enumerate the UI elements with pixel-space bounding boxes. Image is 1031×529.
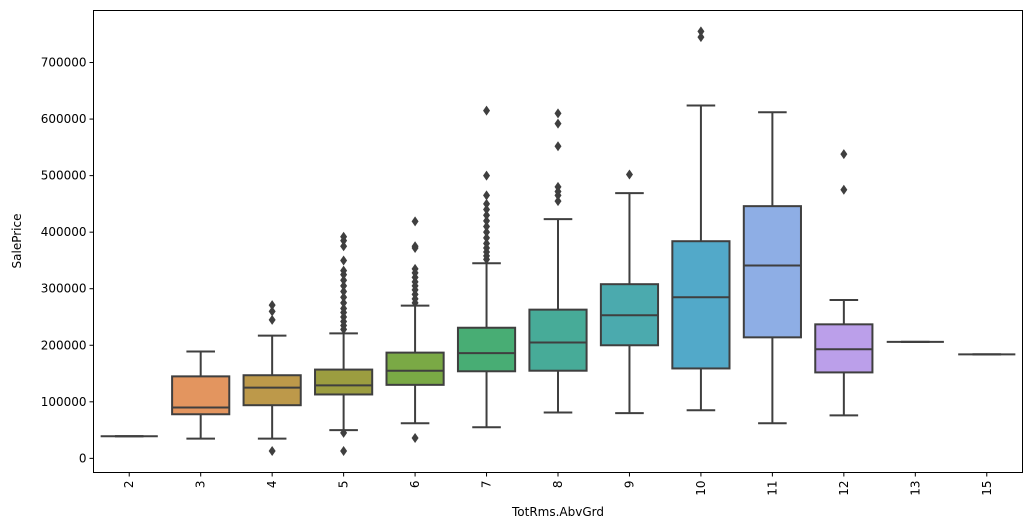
x-tick-label: 9 (622, 481, 636, 489)
outlier-point (340, 427, 348, 438)
outlier-point (340, 231, 348, 242)
box-group-11 (742, 111, 802, 425)
y-tick-label: 400000 (41, 225, 87, 239)
x-tick-label: 5 (337, 481, 351, 489)
box (385, 351, 445, 386)
x-tick-label: 3 (194, 481, 208, 489)
y-tick-label: 100000 (41, 395, 87, 409)
outlier-point (340, 265, 348, 276)
plot-marks (100, 26, 1016, 457)
outlier-point (840, 149, 848, 160)
outlier-point (483, 204, 491, 215)
outlier-point (625, 169, 633, 180)
outlier-point (340, 280, 348, 291)
y-tick-label: 500000 (41, 169, 87, 183)
outlier-point (411, 216, 419, 227)
box-group-7 (456, 105, 517, 429)
box (528, 308, 588, 372)
x-tick-label: 2 (122, 481, 136, 489)
outlier-point (268, 446, 276, 457)
y-tick-label: 700000 (41, 56, 87, 70)
box (671, 240, 731, 370)
box-group-3 (171, 350, 231, 440)
outlier-point (411, 433, 419, 444)
box (171, 375, 231, 416)
outlier-point (483, 232, 491, 243)
outlier-point (411, 263, 419, 274)
box-group-9 (599, 169, 660, 415)
outlier-point (554, 141, 562, 152)
y-tick-label: 600000 (41, 112, 87, 126)
outlier-point (554, 181, 562, 192)
outlier-point (483, 105, 491, 116)
outlier-point (483, 215, 491, 226)
box-group-4 (242, 300, 302, 457)
outlier-point (411, 241, 419, 252)
outlier-point (340, 275, 348, 286)
x-tick-label: 6 (408, 481, 422, 489)
outlier-point (554, 118, 562, 129)
outlier-point (268, 300, 276, 311)
box (242, 374, 302, 407)
outlier-point (340, 286, 348, 297)
outlier-point (340, 303, 348, 314)
outlier-point (483, 227, 491, 238)
outlier-point (483, 238, 491, 249)
outlier-point (483, 210, 491, 221)
outlier-point (340, 255, 348, 266)
outlier-point (268, 314, 276, 325)
outlier-point (483, 190, 491, 201)
x-tick-label: 4 (265, 481, 279, 489)
outlier-point (340, 297, 348, 308)
outlier-point (340, 292, 348, 303)
y-tick-label: 200000 (41, 338, 87, 352)
y-tick-label: 0 (79, 451, 87, 465)
y-tick-label: 300000 (41, 282, 87, 296)
box (456, 326, 517, 373)
x-axis: 2 3 4 5 6 7 8 9 10 11 12 13 15 (122, 472, 994, 496)
outlier-point (554, 108, 562, 119)
outlier-point (483, 221, 491, 232)
outlier-point (483, 198, 491, 209)
box-group-12 (814, 149, 874, 417)
x-tick-label: 11 (765, 481, 779, 496)
box-group-8 (528, 108, 588, 414)
x-tick-label: 10 (694, 481, 708, 496)
box (742, 205, 802, 339)
outlier-point (697, 32, 705, 43)
x-tick-label: 7 (480, 481, 494, 489)
box-group-5 (314, 231, 374, 457)
outlier-point (697, 26, 705, 37)
outlier-point (268, 306, 276, 317)
box-group-6 (385, 216, 445, 444)
x-tick-label: 13 (908, 481, 922, 496)
x-tick-label: 15 (980, 481, 994, 496)
outlier-point (554, 196, 562, 207)
outlier-point (840, 184, 848, 195)
outlier-point (340, 446, 348, 457)
box-group-10 (671, 26, 731, 412)
y-axis-label: SalePrice (10, 214, 24, 269)
outlier-point (340, 241, 348, 252)
x-tick-label: 12 (837, 481, 851, 496)
x-axis-label: TotRms.AbvGrd (511, 505, 604, 519)
x-tick-label: 8 (551, 481, 565, 489)
outlier-point (483, 170, 491, 181)
y-axis: 0 100000 200000 300000 400000 500000 600000 700… (41, 56, 94, 465)
box (314, 368, 374, 396)
